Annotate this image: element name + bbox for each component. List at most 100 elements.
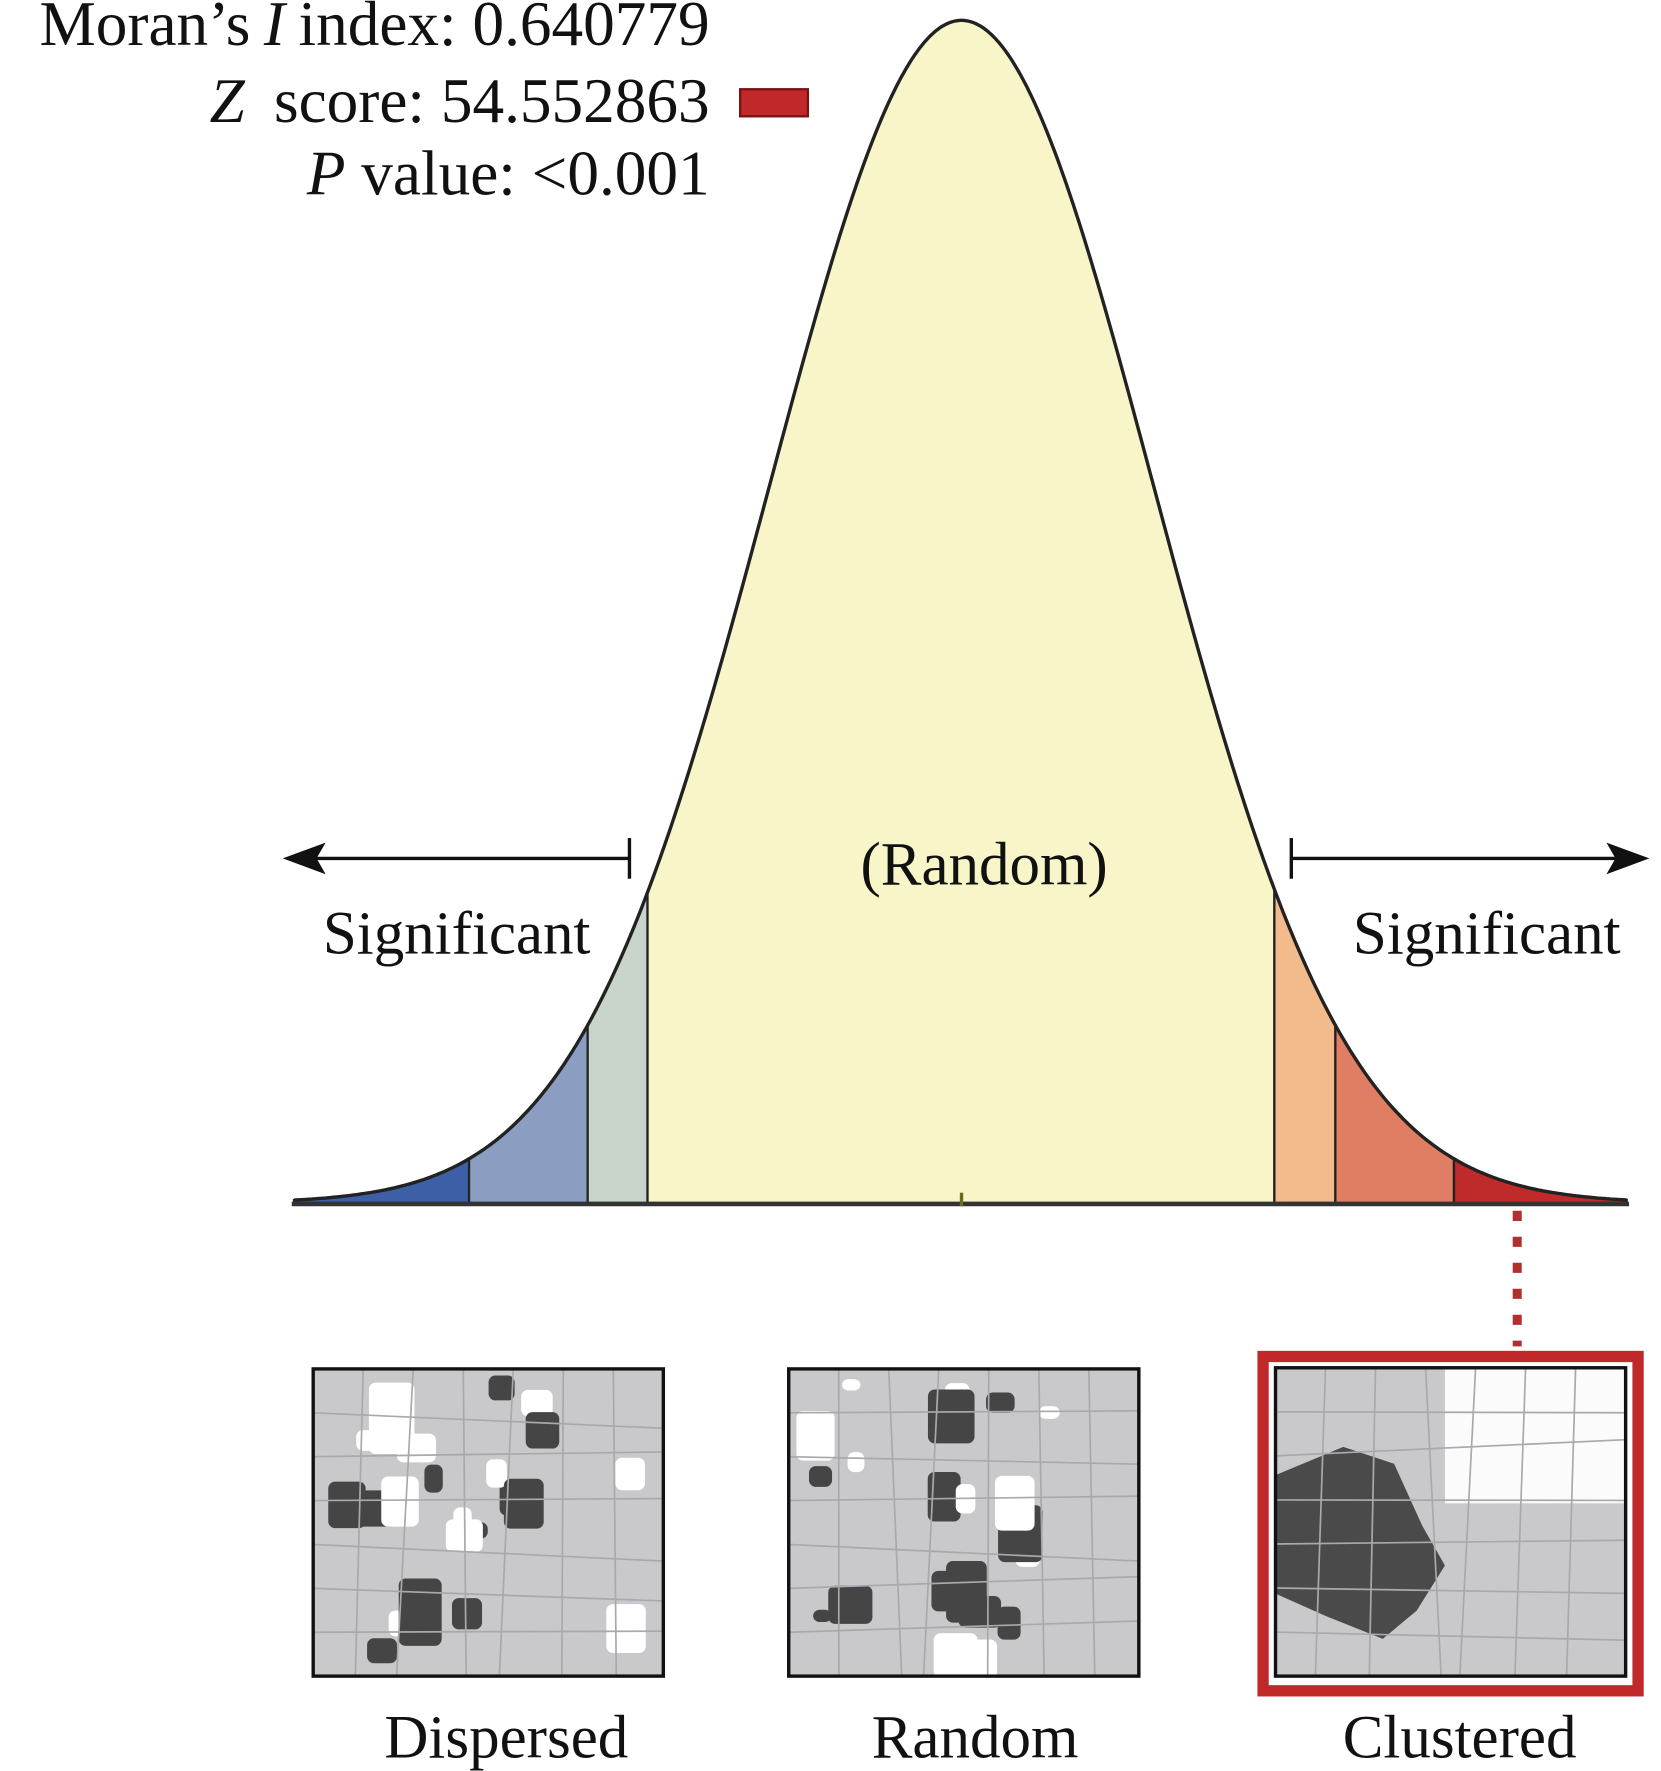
map-frame bbox=[787, 1367, 1141, 1678]
highlight-frame bbox=[1257, 1350, 1644, 1697]
stat-var: P bbox=[306, 138, 346, 208]
map-line bbox=[560, 1368, 565, 1677]
stat-var: I bbox=[263, 0, 288, 59]
score-swatch bbox=[739, 88, 810, 118]
map-patch bbox=[927, 1472, 961, 1522]
significant-label: Significant bbox=[323, 900, 591, 967]
map-line bbox=[1275, 1587, 1626, 1595]
map-patch bbox=[808, 1466, 833, 1487]
map bbox=[311, 1367, 666, 1678]
map-patch bbox=[356, 1430, 387, 1451]
left-arrow bbox=[282, 838, 632, 879]
map-patch bbox=[796, 1411, 835, 1461]
map-line bbox=[788, 1495, 1139, 1502]
map-line bbox=[1037, 1368, 1046, 1677]
map-line bbox=[1458, 1367, 1477, 1677]
map bbox=[1273, 1366, 1628, 1678]
map-patch bbox=[525, 1412, 560, 1449]
map-patch bbox=[842, 1379, 861, 1391]
panel-label: Random bbox=[872, 1704, 1079, 1771]
bell-curve bbox=[292, 18, 1628, 1205]
map-patch bbox=[328, 1481, 366, 1529]
map-line bbox=[788, 1410, 1139, 1414]
map-frame bbox=[1273, 1366, 1628, 1678]
map-line bbox=[1275, 1410, 1626, 1414]
stat-text: value: <0.001 bbox=[361, 138, 709, 208]
map-patch bbox=[946, 1561, 987, 1623]
map-line bbox=[788, 1455, 1139, 1466]
map-patch bbox=[521, 1389, 553, 1417]
map-line bbox=[788, 1543, 1139, 1562]
map-patch bbox=[1038, 1406, 1060, 1419]
map-patch bbox=[486, 1459, 507, 1488]
map-patch bbox=[847, 1452, 865, 1473]
maps bbox=[311, 1366, 1628, 1691]
map-line bbox=[313, 1451, 664, 1458]
curve-segment bbox=[467, 1020, 589, 1205]
map-line bbox=[498, 1368, 515, 1677]
map-patch bbox=[451, 1598, 483, 1630]
panel-label: Clustered bbox=[1343, 1704, 1577, 1771]
map-patch bbox=[997, 1606, 1021, 1640]
map-patch bbox=[961, 1639, 997, 1691]
map-patch bbox=[424, 1464, 443, 1493]
curve-segment bbox=[586, 891, 649, 1205]
map-line bbox=[1424, 1367, 1442, 1677]
panel-label: Dispersed bbox=[384, 1704, 628, 1771]
map-line bbox=[1087, 1368, 1096, 1677]
map-patch bbox=[488, 1375, 515, 1401]
map-patch bbox=[828, 1585, 873, 1624]
map-patch bbox=[381, 1476, 419, 1527]
map-line bbox=[395, 1368, 415, 1677]
curve-segment bbox=[1334, 1020, 1456, 1205]
stat-text: Moran’s bbox=[40, 0, 251, 59]
significant-label: Significant bbox=[1353, 900, 1621, 967]
map bbox=[787, 1367, 1141, 1691]
map-patch bbox=[995, 1475, 1035, 1531]
map-line bbox=[887, 1368, 903, 1677]
map-line bbox=[1275, 1539, 1626, 1545]
map-line bbox=[788, 1575, 1139, 1590]
map-patch bbox=[396, 1433, 437, 1463]
map-patch bbox=[986, 1392, 1015, 1413]
map-line bbox=[1275, 1631, 1626, 1642]
stat-text: score: 54.552863 bbox=[274, 66, 710, 136]
map-line bbox=[313, 1411, 664, 1430]
map-line bbox=[462, 1368, 468, 1677]
curve-segment bbox=[292, 1157, 471, 1205]
map-line bbox=[313, 1497, 664, 1502]
map-line bbox=[922, 1368, 940, 1677]
stat-var: Z bbox=[209, 66, 245, 136]
map-line bbox=[1565, 1367, 1577, 1677]
map-line bbox=[1275, 1438, 1626, 1457]
curve-segment bbox=[1273, 888, 1337, 1205]
map-line bbox=[986, 1368, 990, 1677]
map-line bbox=[313, 1630, 664, 1634]
map-line bbox=[612, 1368, 618, 1677]
map-patch bbox=[606, 1604, 646, 1654]
curve-outline bbox=[293, 18, 1627, 1202]
curve-segment bbox=[1452, 1156, 1628, 1205]
right-arrow bbox=[1289, 838, 1650, 879]
map-patch bbox=[927, 1389, 975, 1444]
map-line bbox=[313, 1543, 664, 1562]
curve-segment bbox=[646, 19, 1276, 1205]
random-label: (Random) bbox=[860, 831, 1107, 898]
map-line bbox=[788, 1620, 1139, 1634]
map-patch bbox=[503, 1478, 544, 1529]
map-line bbox=[1514, 1367, 1527, 1677]
map-patch bbox=[813, 1609, 832, 1623]
map-line bbox=[1314, 1367, 1327, 1677]
map-line bbox=[313, 1587, 664, 1602]
map-frame bbox=[311, 1367, 666, 1678]
map-patch bbox=[367, 1638, 397, 1664]
stat-text: index: 0.640779 bbox=[299, 0, 710, 59]
map-patch bbox=[398, 1578, 442, 1646]
map-patch bbox=[615, 1457, 645, 1491]
map-line bbox=[354, 1368, 365, 1677]
